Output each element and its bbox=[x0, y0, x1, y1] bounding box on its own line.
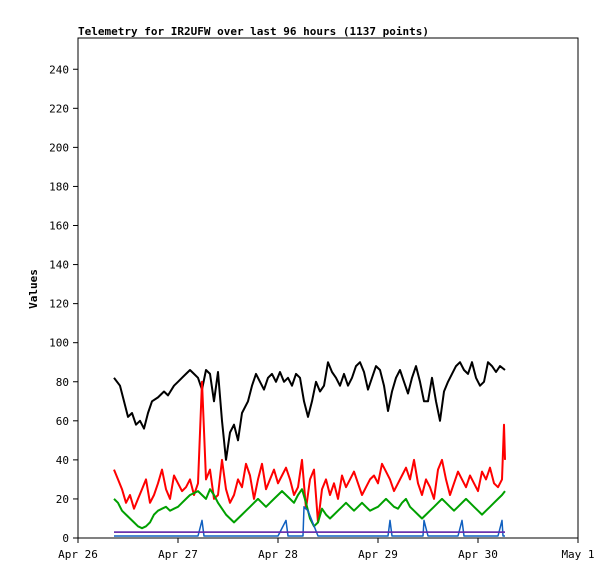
y-tick-label: 120 bbox=[49, 298, 69, 311]
y-tick-label: 100 bbox=[49, 337, 69, 350]
y-tick-label: 240 bbox=[49, 63, 69, 76]
x-tick-label: Apr 29 bbox=[358, 548, 398, 561]
series-line-4 bbox=[114, 506, 505, 537]
plot-area-frame bbox=[77, 37, 579, 539]
x-tick-label: Apr 27 bbox=[158, 548, 198, 561]
x-tick-label: Apr 28 bbox=[258, 548, 298, 561]
y-tick-label: 220 bbox=[49, 102, 69, 115]
y-tick-label: 0 bbox=[62, 532, 69, 545]
y-tick-label: 60 bbox=[56, 415, 69, 428]
y-tick-label: 40 bbox=[56, 454, 69, 467]
y-tick-label: 140 bbox=[49, 259, 69, 272]
y-axis-label: Values bbox=[27, 269, 40, 309]
y-tick-label: 20 bbox=[56, 493, 69, 506]
y-tick-label: 180 bbox=[49, 180, 69, 193]
y-tick-label: 160 bbox=[49, 220, 69, 233]
x-tick-label: Apr 30 bbox=[458, 548, 498, 561]
series-line-3 bbox=[113, 488, 506, 530]
x-tick-label: May 1 bbox=[561, 548, 594, 561]
axis-layer: 0 20 40 60 80 100 120 140 160 180 200 220 240 Apr 26 A… bbox=[49, 63, 594, 561]
y-tick-label: 80 bbox=[56, 376, 69, 389]
y-tick-label: 200 bbox=[49, 141, 69, 154]
x-tick-label: Apr 26 bbox=[58, 548, 98, 561]
series-line-1 bbox=[113, 361, 506, 461]
chart-title: Telemetry for IR2UFW over last 96 hours … bbox=[78, 25, 429, 38]
series-layer bbox=[113, 361, 506, 537]
series-line-2 bbox=[113, 380, 506, 524]
